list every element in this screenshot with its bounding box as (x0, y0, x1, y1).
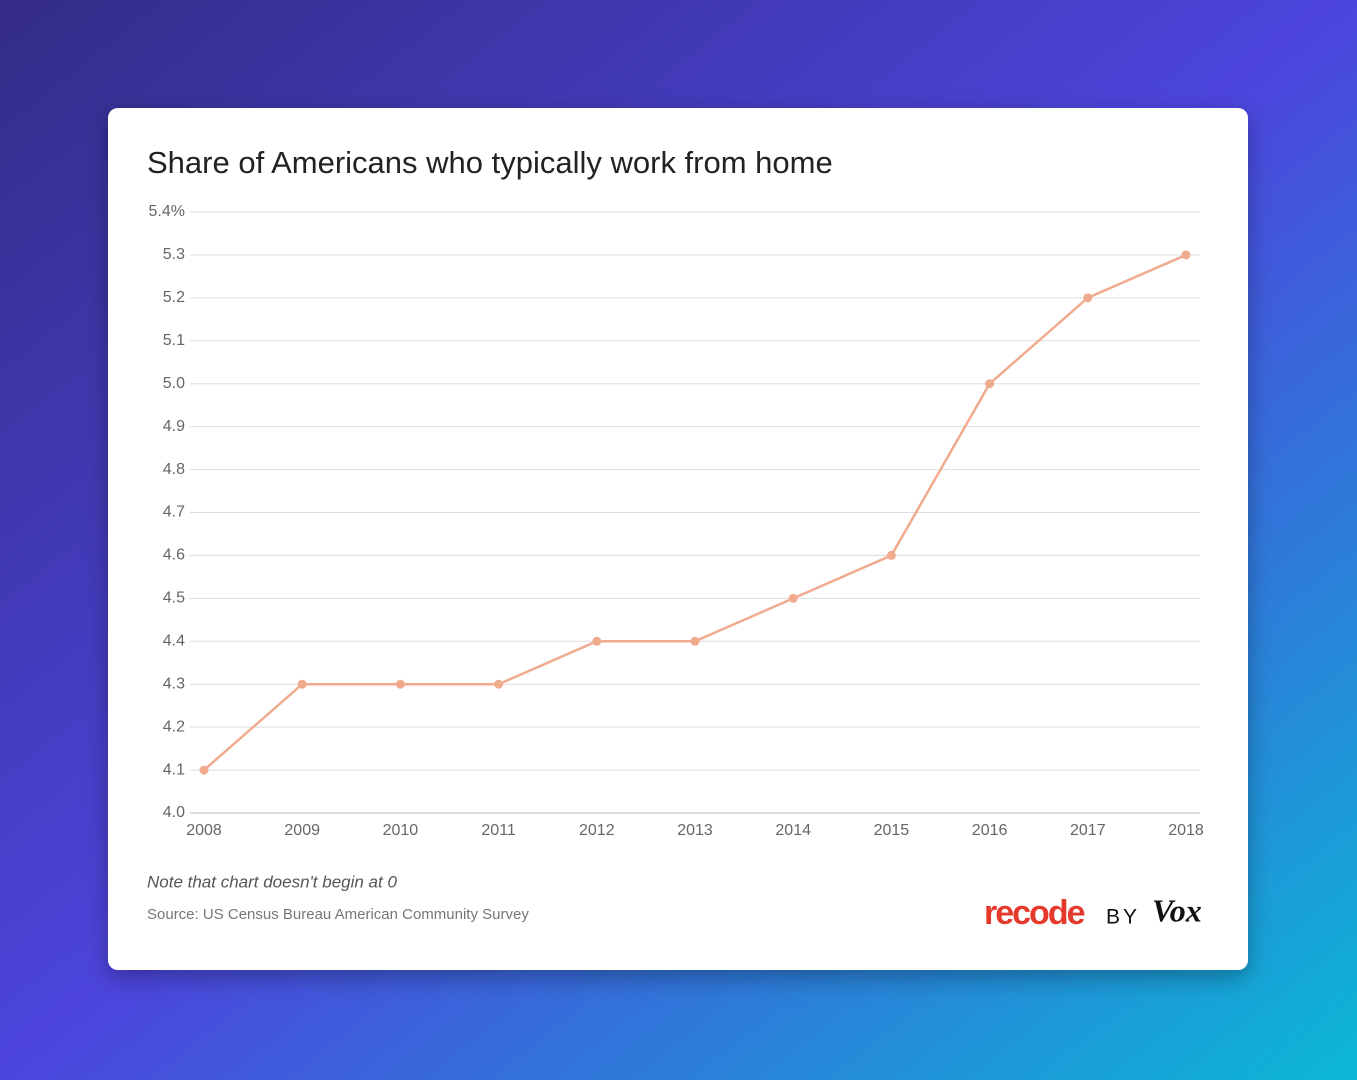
x-tick-label: 2010 (383, 822, 419, 839)
x-tick-label: 2015 (874, 822, 910, 839)
point (297, 679, 307, 689)
y-tick-label: 4.9 (163, 418, 185, 435)
chart-title: Share of Americans who typically work fr… (147, 145, 833, 180)
y-tick-label: 4.5 (163, 590, 185, 607)
x-tick-label: 2012 (579, 822, 615, 839)
x-tick-label: 2014 (775, 822, 811, 839)
y-tick-label: 4.6 (163, 547, 185, 564)
note: Note that chart doesn't begin at 0 (147, 872, 397, 891)
card (108, 108, 1248, 970)
point (788, 593, 798, 603)
point (690, 636, 700, 646)
y-tick-label: 5.3 (163, 246, 185, 263)
y-tick-label: 5.1 (163, 332, 185, 349)
x-tick-label: 2017 (1070, 822, 1106, 839)
x-tick-label: 2011 (481, 822, 516, 839)
point (494, 679, 504, 689)
x-tick-label: 2013 (677, 822, 713, 839)
y-tick-label: 4.1 (163, 761, 185, 778)
x-tick-label: 2016 (972, 822, 1008, 839)
brand-by: BY (1106, 906, 1140, 929)
y-tick-label: 5.2 (163, 289, 185, 306)
brand-name: recode (984, 894, 1085, 932)
point (1181, 250, 1191, 260)
x-tick-label: 2008 (186, 822, 222, 839)
point (886, 550, 896, 560)
source: Source: US Census Bureau American Commun… (147, 906, 529, 923)
y-tick-label: 4.2 (163, 718, 185, 735)
x-tick-label: 2009 (284, 822, 320, 839)
y-tick-label: 5.4% (149, 203, 185, 220)
point (985, 379, 995, 389)
x-tick-label: 2018 (1168, 822, 1204, 839)
y-tick-label: 4.0 (163, 804, 185, 821)
brand-partner: Vox (1152, 892, 1202, 928)
y-tick-label: 4.3 (163, 675, 185, 692)
point (199, 765, 209, 775)
point (592, 636, 602, 646)
point (395, 679, 405, 689)
y-tick-label: 4.8 (163, 461, 185, 478)
point (1083, 293, 1093, 303)
y-tick-label: 5.0 (163, 375, 185, 392)
y-tick-label: 4.4 (163, 633, 185, 650)
y-tick-label: 4.7 (163, 504, 185, 521)
plot: 4.0 4.1 4.2 4.3 4.4 4.5 4.6 4.7 4.8 4.9 5.0 5.1 5.2 5… (149, 203, 1204, 839)
